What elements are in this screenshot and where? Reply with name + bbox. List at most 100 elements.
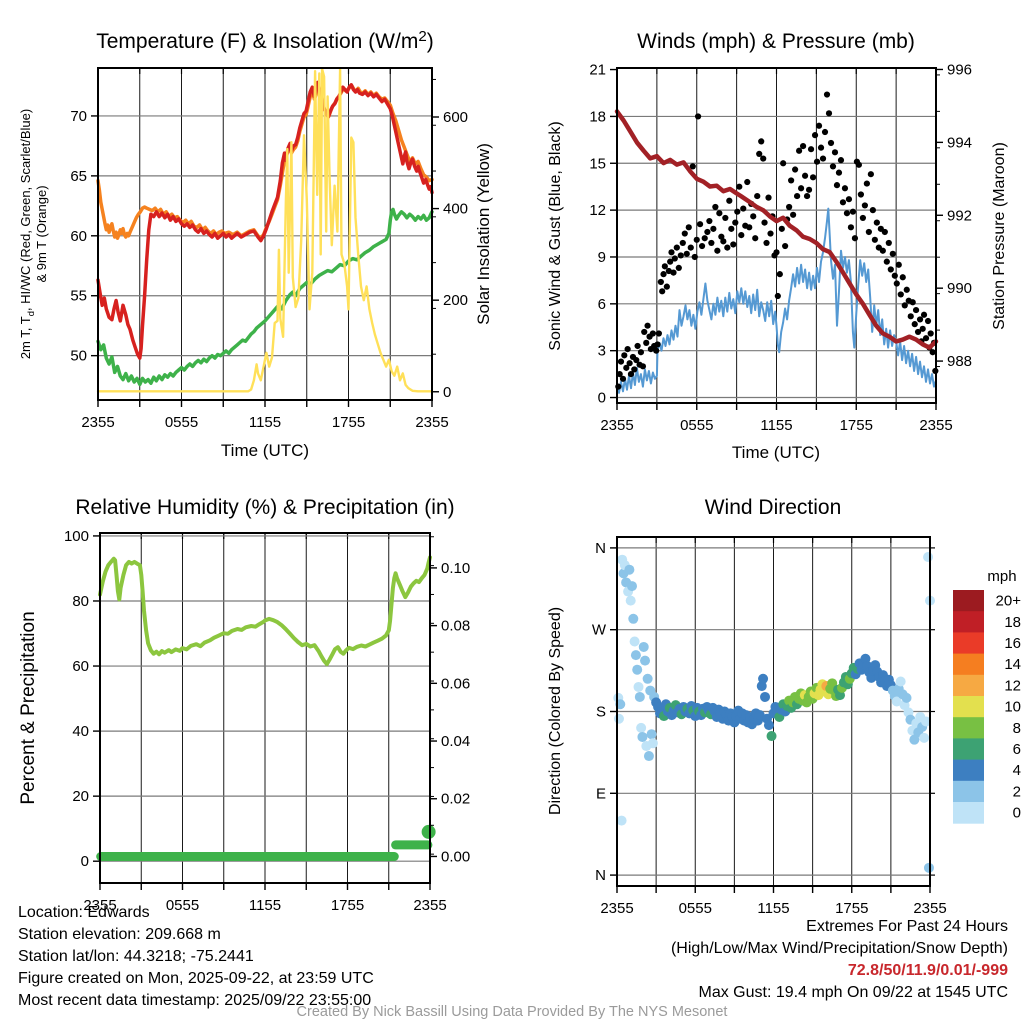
series-station-pressure: [614, 109, 939, 350]
extremes-values: 72.8/50/11.9/0.01/-999: [847, 962, 1008, 979]
x-tick-label: 1155: [760, 417, 792, 434]
x-tick-label: 2355: [413, 897, 446, 914]
legend-label: 6: [1013, 741, 1021, 758]
legend-swatch-18: [953, 611, 984, 633]
station-elevation: Station elevation: 209.668 m: [18, 926, 221, 943]
x-tick-label: 1755: [331, 897, 364, 914]
tick-label: 60: [72, 658, 89, 675]
tick-label: 100: [64, 528, 89, 545]
x-tick-label: 1155: [757, 900, 789, 917]
legend-label: 0: [1013, 805, 1021, 822]
right-axis-label: Solar Insolation (Yellow): [474, 143, 493, 325]
tick-label: 0.06: [441, 675, 470, 692]
tick-label: 0.02: [441, 791, 470, 808]
x-axis-label: Time (UTC): [221, 441, 309, 460]
x-tick-label: 2355: [913, 900, 946, 917]
legend-swatch-14: [953, 653, 984, 676]
x-tick-label: 1755: [835, 900, 868, 917]
legend-swatch-16: [953, 632, 984, 655]
x-tick-label: 1755: [332, 414, 365, 431]
tick-label: N: [595, 867, 606, 884]
chart-title-temp: Temperature (F) & Insolation (W/m2): [96, 28, 434, 53]
x-tick-label: 0555: [165, 414, 198, 431]
station-latlon: Station lat/lon: 44.3218; -75.2441: [18, 948, 254, 965]
tick-label: 994: [947, 134, 972, 151]
legend-label: 4: [1013, 762, 1021, 779]
panel-dir: N E S W N 2355 0555 1155 1755 2355 Wind Direction D…: [547, 496, 1021, 917]
y-axis-label: Sonic Wind & Gust (Blue, Black): [547, 121, 564, 350]
tick-label: 988: [947, 353, 972, 370]
x-tick-label: 2355: [81, 414, 114, 431]
tick-label: 996: [947, 61, 972, 78]
x-tick-label: 2355: [919, 417, 952, 434]
max-gust: Max Gust: 19.4 mph On 09/22 at 1545 UTC: [698, 984, 1009, 1001]
right-axis-label: Station Pressure (Maroon): [991, 142, 1008, 330]
panel-rh: 0 20 40 60 80 100 0.00 0.02 0.04 0.06 0.08 0.10 2355…: [18, 496, 470, 914]
series-wind-direction: [613, 551, 935, 873]
legend-swatch-12: [953, 674, 984, 697]
tick-label: W: [592, 622, 607, 639]
panel-temp: 50 55 60 65 70 0 200 400 600 2355 0555 1155 1755 2355…: [18, 28, 493, 460]
legend-swatch-10: [953, 696, 984, 718]
tick-label: 6: [598, 296, 606, 313]
x-tick-label: 2355: [83, 897, 116, 914]
tick-label: 9: [598, 249, 606, 266]
tick-label: 21: [589, 62, 606, 79]
x-tick-label: 2355: [600, 900, 633, 917]
tick-label: 990: [947, 280, 972, 297]
tick-label: 3: [598, 343, 606, 360]
series-solar-insolation: [96, 67, 434, 393]
tick-label: 0.08: [441, 618, 470, 635]
tick-label: 0.04: [441, 733, 470, 750]
tick-label: 0: [443, 384, 451, 401]
x-tick-label: 2355: [600, 417, 633, 434]
extremes-summary: Extremes For Past 24 Hours (High/Low/Max…: [671, 916, 1008, 1004]
legend-swatch-20+: [953, 590, 984, 612]
tick-label: 20: [72, 788, 89, 805]
tick-label: 70: [70, 108, 87, 125]
legend-title: mph: [987, 568, 1016, 585]
tick-label: E: [596, 785, 606, 802]
tick-label: 55: [70, 288, 87, 305]
extremes-subtitle: (High/Low/Max Wind/Precipitation/Snow De…: [670, 940, 1008, 957]
y-axis-label: Direction (Colored By Speed): [547, 607, 564, 815]
tick-label: 992: [947, 207, 972, 224]
tick-label: 50: [70, 348, 87, 365]
tick-label: 15: [589, 155, 606, 172]
station-location: Location: Edwards: [18, 904, 150, 921]
legend-label: 14: [1004, 656, 1021, 673]
tick-label: 0: [81, 853, 89, 870]
series-wind-gusts: [615, 91, 939, 390]
legend-label: 20+: [996, 593, 1022, 610]
x-tick-label: 1155: [249, 414, 281, 431]
y-axis-label: & 9m T (Orange): [34, 185, 49, 282]
tick-label: 12: [589, 202, 606, 219]
chart-title-wind: Winds (mph) & Pressure (mb): [637, 30, 915, 53]
chart-title-dir: Wind Direction: [705, 496, 842, 519]
series-relative-humidity: [98, 555, 432, 667]
panel-wind: 0 3 6 9 12 15 18 21 988 990 992 994 996 2355 0555 1155 1…: [547, 30, 1008, 462]
series-precipitation-final-dot: [421, 824, 436, 839]
speed-legend: mph 20+ 18 16 14 12 10 8 6 4 2 0: [953, 568, 1021, 824]
x-tick-label: 1755: [840, 417, 873, 434]
x-tick-label: 0555: [680, 417, 713, 434]
tick-label: 80: [72, 593, 89, 610]
legend-swatch-4: [953, 759, 984, 782]
tick-label: 60: [70, 228, 87, 245]
station-info: Location: Edwards Station elevation: 209…: [18, 902, 374, 1012]
tick-label: 400: [443, 201, 468, 218]
tick-label: N: [595, 540, 606, 557]
tick-label: 600: [443, 109, 468, 126]
tick-label: 40: [72, 723, 89, 740]
chart-title-rh: Relative Humidity (%) & Precipitation (i…: [75, 496, 454, 519]
legend-swatch-0: [953, 802, 984, 824]
legend-swatch-8: [953, 717, 984, 739]
tick-label: 0.00: [441, 848, 470, 865]
legend-label: 18: [1004, 614, 1021, 631]
y-axis-label: Percent & Precipitation: [18, 611, 39, 804]
legend-label: 10: [1004, 699, 1021, 716]
most-recent-data-timestamp: Most recent data timestamp: 2025/09/22 2…: [18, 992, 372, 1009]
x-tick-label: 0555: [166, 897, 199, 914]
